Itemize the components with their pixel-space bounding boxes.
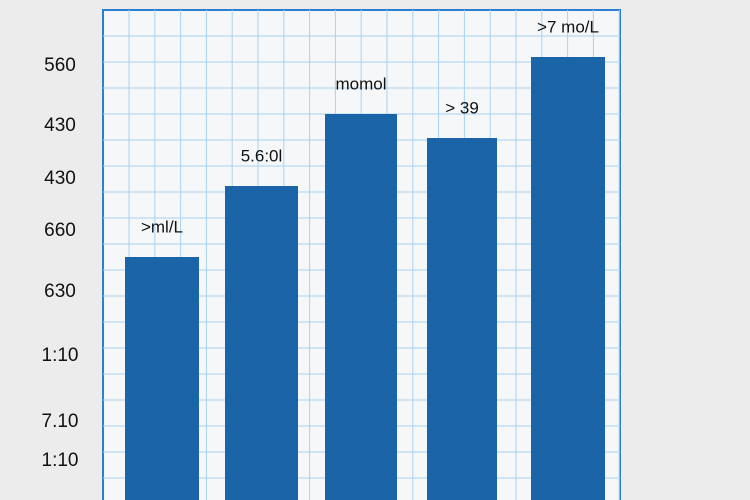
y-tick-label: 660 [44, 220, 76, 241]
bar [531, 57, 605, 500]
y-tick-label: 560 [44, 55, 76, 76]
bar [225, 186, 298, 500]
y-tick-label: 630 [44, 281, 76, 302]
bar-annotation: 5.6:0l [241, 146, 283, 165]
bar [325, 114, 397, 500]
y-tick-label: 1:10 [42, 345, 79, 366]
bar [125, 257, 199, 500]
y-tick-label: 430 [44, 115, 76, 136]
bar-annotation: >ml/L [141, 217, 183, 236]
bar-annotation: > 39 [445, 98, 479, 117]
y-tick-label: 1:10 [42, 450, 79, 471]
bar-annotation: momol [335, 74, 386, 93]
bar-annotation: >7 mo/L [537, 17, 599, 36]
bar [427, 138, 497, 500]
y-tick-label: 7.10 [42, 411, 79, 432]
y-tick-label: 430 [44, 168, 76, 189]
